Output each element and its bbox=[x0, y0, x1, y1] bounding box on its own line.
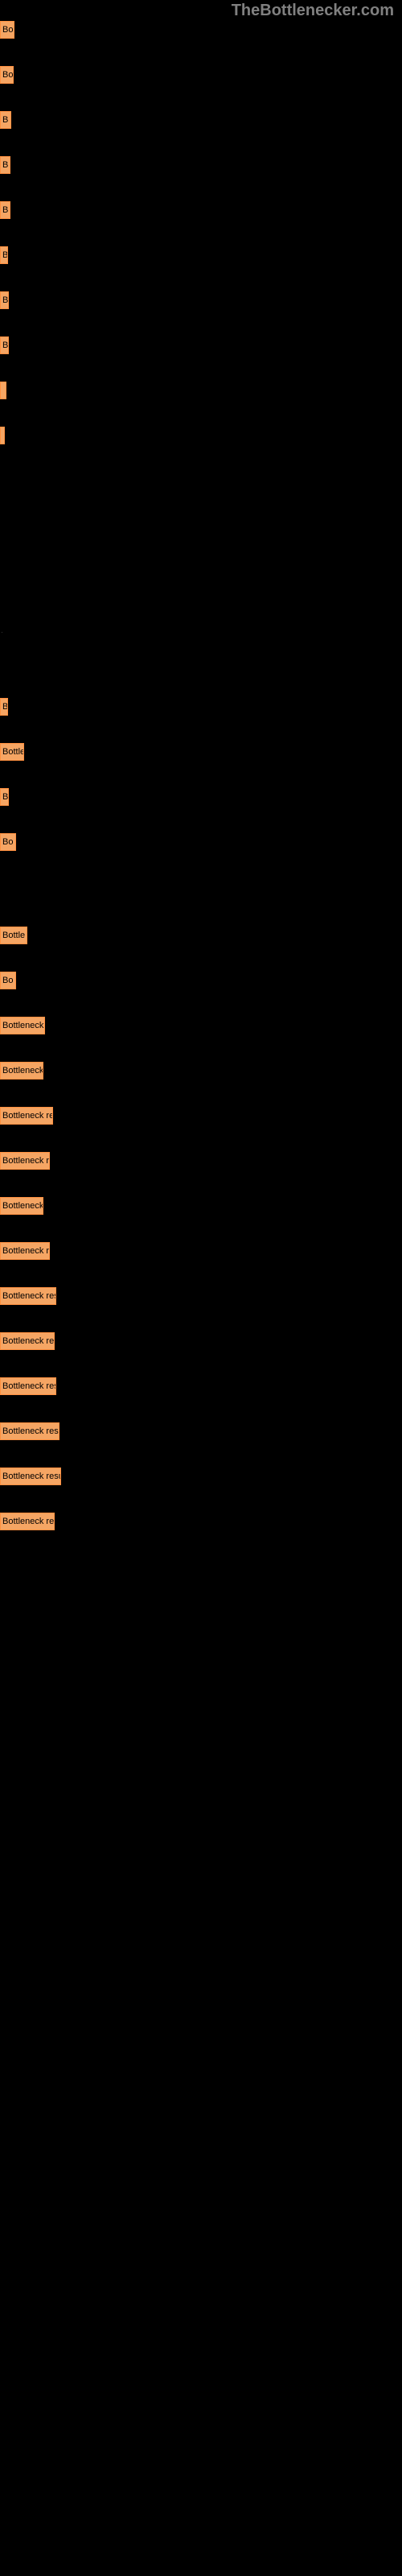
spacer bbox=[0, 877, 402, 926]
chart-bar: Bottleneck result bbox=[0, 1422, 59, 1440]
chart-bar: Bo bbox=[0, 21, 14, 39]
bar-row: B bbox=[0, 200, 402, 220]
chart-bar: B bbox=[0, 788, 9, 806]
chart-bar: Bottleneck resu bbox=[0, 1377, 56, 1395]
bar-row: Bottle bbox=[0, 926, 402, 945]
bar-row: Bottleneck res bbox=[0, 1331, 402, 1351]
watermark: TheBottlenecker.com bbox=[0, 0, 402, 20]
chart-section-1: Bo Bo B B B B B B bbox=[0, 20, 402, 445]
chart-bar: Bottleneck re bbox=[0, 1242, 50, 1260]
chart-bar: Bottleneck res bbox=[0, 1332, 55, 1350]
chart-bar: B bbox=[0, 698, 8, 716]
bar-row: B bbox=[0, 787, 402, 807]
bar-row: Bottleneck resu bbox=[0, 1377, 402, 1396]
spacer bbox=[0, 471, 402, 632]
bar-row: Bo bbox=[0, 20, 402, 39]
chart-bar: B bbox=[0, 336, 9, 354]
bar-row: B bbox=[0, 110, 402, 130]
bar-row: Bottleneck re bbox=[0, 1241, 402, 1261]
chart-bar: B bbox=[0, 111, 11, 129]
bar-row: B bbox=[0, 697, 402, 716]
bar-row: Bottleneck bbox=[0, 1061, 402, 1080]
bar-row: Bo bbox=[0, 832, 402, 852]
bar-row: Bottle bbox=[0, 742, 402, 762]
bar-row: B bbox=[0, 246, 402, 265]
bar-row: Bottleneck res bbox=[0, 1106, 402, 1125]
bar-row: Bottleneck result bbox=[0, 1422, 402, 1441]
bar-row: Bottleneck res bbox=[0, 1512, 402, 1531]
chart-bar: B bbox=[0, 291, 9, 309]
bar-row: Bottleneck bbox=[0, 1016, 402, 1035]
chart-bar: Bottleneck result bbox=[0, 1468, 61, 1485]
chart-bar: Bottleneck bbox=[0, 1062, 43, 1080]
chart-bar: Bottleneck bbox=[0, 1017, 45, 1034]
chart-bar: Bottleneck resu bbox=[0, 1287, 56, 1305]
chart-bar bbox=[0, 382, 6, 399]
chart-bar bbox=[0, 427, 5, 444]
chart-bar: Bottleneck res bbox=[0, 1513, 55, 1530]
chart-bar: Bo bbox=[0, 66, 14, 84]
bar-row: Bottleneck resu bbox=[0, 1286, 402, 1306]
bar-row: Bottleneck r bbox=[0, 1151, 402, 1170]
bar-row bbox=[0, 381, 402, 400]
bar-row: B bbox=[0, 336, 402, 355]
chart-bar: Bottleneck res bbox=[0, 1107, 53, 1125]
chart-bar: Bottle bbox=[0, 743, 24, 761]
chart-bar: B bbox=[0, 201, 10, 219]
bar-row bbox=[0, 426, 402, 445]
chart-section-3: Bottle Bo Bottleneck Bottleneck Bottlene… bbox=[0, 926, 402, 1531]
chart-bar: Bo bbox=[0, 833, 16, 851]
bar-row: Bo bbox=[0, 65, 402, 85]
bar-row: Bottleneck bbox=[0, 1196, 402, 1216]
bar-row: Bo bbox=[0, 971, 402, 990]
chart-bar: B bbox=[0, 246, 8, 264]
chart-section-2: B Bottle B Bo bbox=[0, 697, 402, 852]
chart-bar: B bbox=[0, 156, 10, 174]
bar-row: B bbox=[0, 291, 402, 310]
chart-bar: Bottleneck r bbox=[0, 1152, 50, 1170]
chart-bar: Bo bbox=[0, 972, 16, 989]
chart-bar: Bottleneck bbox=[0, 1197, 43, 1215]
bar-row: B bbox=[0, 155, 402, 175]
chart-bar: Bottle bbox=[0, 927, 27, 944]
spacer bbox=[0, 633, 402, 697]
bar-row: Bottleneck result bbox=[0, 1467, 402, 1486]
